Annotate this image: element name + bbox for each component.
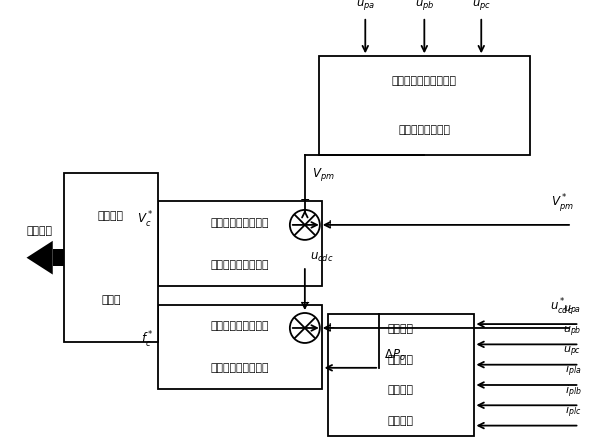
Text: 电压幅值计算单元: 电压幅值计算单元 — [398, 125, 450, 135]
Text: 驱动信号: 驱动信号 — [98, 211, 124, 220]
Bar — [64, 173, 158, 342]
Bar — [158, 202, 322, 286]
Bar — [53, 249, 64, 266]
Text: 功率变换器输出电压: 功率变换器输出电压 — [211, 320, 269, 331]
Bar — [158, 304, 322, 389]
Text: 功率变换器输出电压: 功率变换器输出电压 — [211, 218, 269, 228]
Text: 功率绕组: 功率绕组 — [388, 324, 414, 334]
Text: $u_{cdc}$: $u_{cdc}$ — [310, 251, 333, 264]
Text: $i_{plb}$: $i_{plb}$ — [564, 383, 581, 400]
Text: 的频率给定计算单元: 的频率给定计算单元 — [211, 363, 269, 373]
Text: $u_{pc}$: $u_{pc}$ — [563, 345, 581, 359]
Text: $u_{pb}$: $u_{pb}$ — [414, 0, 434, 12]
Bar — [319, 56, 530, 155]
Text: $V^*_{pm}$: $V^*_{pm}$ — [551, 192, 574, 214]
Circle shape — [290, 210, 320, 240]
Text: $u_{pa}$: $u_{pa}$ — [563, 304, 581, 318]
Text: $i_{plc}$: $i_{plc}$ — [565, 404, 581, 420]
Bar — [329, 314, 474, 436]
Polygon shape — [27, 241, 53, 274]
Text: $u_{pa}$: $u_{pa}$ — [356, 0, 375, 12]
Text: 驱动信号: 驱动信号 — [27, 226, 53, 236]
Text: 功率增益: 功率增益 — [388, 385, 414, 395]
Text: 发生器: 发生器 — [101, 295, 120, 305]
Text: $V_{pm}$: $V_{pm}$ — [312, 166, 335, 183]
Text: $-$: $-$ — [299, 296, 310, 309]
Text: 的幅值给定计算单元: 的幅值给定计算单元 — [211, 260, 269, 270]
Text: $V_c^*$: $V_c^*$ — [137, 210, 154, 230]
Text: $+$: $+$ — [324, 219, 335, 232]
Text: $u_{pc}$: $u_{pc}$ — [472, 0, 491, 12]
Text: $f_c^*$: $f_c^*$ — [141, 329, 154, 350]
Text: $i_{pla}$: $i_{pla}$ — [565, 363, 581, 380]
Text: $u_{pb}$: $u_{pb}$ — [563, 325, 581, 339]
Text: $u^*_{cdc}$: $u^*_{cdc}$ — [550, 296, 574, 317]
Text: $\Delta P_o$: $\Delta P_o$ — [384, 348, 405, 363]
Text: 功率绕组输出变频交流: 功率绕组输出变频交流 — [392, 76, 457, 86]
Text: 输出有功: 输出有功 — [388, 354, 414, 365]
Text: 计算单元: 计算单元 — [388, 416, 414, 426]
Text: $-$: $-$ — [299, 193, 310, 206]
Circle shape — [290, 313, 320, 343]
Text: $+$: $+$ — [324, 321, 335, 334]
